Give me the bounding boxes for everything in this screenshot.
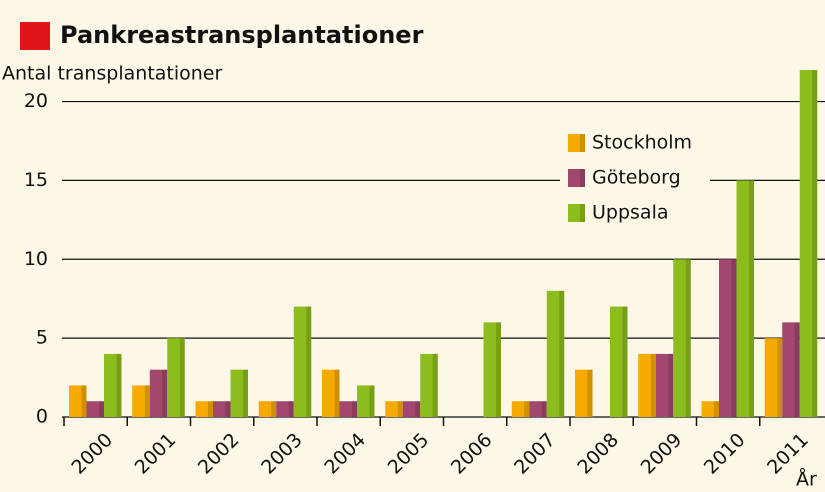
x-tick-label: 2010: [700, 429, 750, 479]
bar-shade: [749, 180, 754, 417]
chart-title: Pankreastransplantationer: [60, 21, 424, 49]
title-marker: [20, 22, 50, 50]
bar: [385, 401, 403, 417]
x-tick-label: 2004: [320, 429, 370, 479]
bar-shade: [208, 401, 213, 417]
bar: [86, 401, 104, 417]
bar: [402, 401, 421, 417]
bar: [104, 353, 122, 417]
bar: [610, 306, 628, 417]
x-tick-label: 2002: [194, 429, 244, 479]
bar: [322, 369, 340, 417]
bar: [276, 401, 294, 417]
bar-shade: [668, 353, 674, 417]
legend-swatch-shade: [580, 169, 585, 187]
x-tick-label: 2003: [257, 429, 307, 479]
bar: [782, 322, 800, 417]
legend-swatch: [568, 204, 585, 222]
y-tick-label: 15: [24, 169, 48, 191]
x-tick-label: 2006: [447, 429, 497, 479]
bar-shade: [524, 401, 530, 417]
bar: [799, 70, 818, 417]
legend-swatch-shade: [580, 204, 585, 222]
bar-shade: [288, 401, 294, 417]
bar-shade: [334, 369, 340, 417]
bar-shade: [369, 385, 375, 417]
bar-shade: [271, 401, 277, 417]
bar-shade: [225, 401, 231, 417]
legend-label: Uppsala: [592, 202, 669, 224]
bar: [736, 180, 754, 417]
bar: [483, 322, 501, 417]
bar: [230, 369, 248, 417]
bar: [638, 353, 656, 417]
bar: [357, 385, 375, 417]
bar-shade: [731, 259, 737, 417]
x-tick-label: 2000: [67, 429, 117, 479]
bar-shade: [622, 306, 628, 417]
bar-shade: [243, 369, 248, 417]
bar-shade: [306, 306, 312, 417]
x-tick-label: 2007: [510, 429, 560, 479]
bar-shade: [397, 401, 403, 417]
bar-shade: [116, 353, 122, 417]
bar-shade: [587, 369, 593, 417]
bar-shade: [144, 385, 150, 417]
bar: [149, 369, 168, 417]
bar-shade: [81, 385, 87, 417]
x-tick-label: 2005: [384, 429, 434, 479]
bar-shade: [162, 369, 168, 417]
bar: [167, 338, 185, 417]
legend-swatch-shade: [580, 134, 585, 152]
bar: [655, 353, 674, 417]
bar: [764, 338, 783, 417]
bar-shade: [432, 353, 438, 417]
bar-shade: [650, 353, 656, 417]
bar: [529, 401, 547, 417]
bar: [420, 353, 438, 417]
x-tick-label: 2009: [637, 429, 687, 479]
legend-label: Göteborg: [592, 167, 681, 189]
bar-shade: [812, 70, 818, 417]
bar-shade: [541, 401, 547, 417]
legend-swatch: [568, 169, 585, 187]
bar-shade: [685, 259, 691, 417]
bar: [339, 401, 357, 417]
y-tick-label: 20: [24, 90, 48, 112]
bar: [195, 401, 213, 417]
y-axis-label: Antal transplantationer: [2, 63, 222, 85]
bar: [511, 401, 530, 417]
legend-swatch: [568, 134, 585, 152]
x-axis-label: År: [796, 468, 817, 491]
bar-shade: [777, 338, 783, 417]
bar: [69, 385, 87, 417]
bar-shade: [415, 401, 421, 417]
bar: [673, 259, 691, 417]
bar: [132, 385, 150, 417]
y-tick-label: 0: [36, 406, 48, 428]
bar: [546, 290, 565, 417]
x-tick-label: 2008: [573, 429, 623, 479]
bar: [575, 369, 593, 417]
bar-shade: [794, 322, 800, 417]
bar: [719, 259, 737, 417]
bar-shade: [99, 401, 104, 417]
bar: [258, 401, 277, 417]
bar: [213, 401, 231, 417]
bar: [293, 306, 312, 417]
legend-label: Stockholm: [592, 132, 692, 154]
bar-shade: [352, 401, 357, 417]
y-tick-label: 10: [24, 248, 48, 270]
bar-shade: [714, 401, 719, 417]
bar: [701, 401, 719, 417]
bar-shade: [496, 322, 501, 417]
bar-shade: [179, 338, 185, 417]
bar-shade: [559, 290, 565, 417]
x-tick-label: 2001: [131, 429, 181, 479]
y-tick-label: 5: [36, 327, 48, 349]
